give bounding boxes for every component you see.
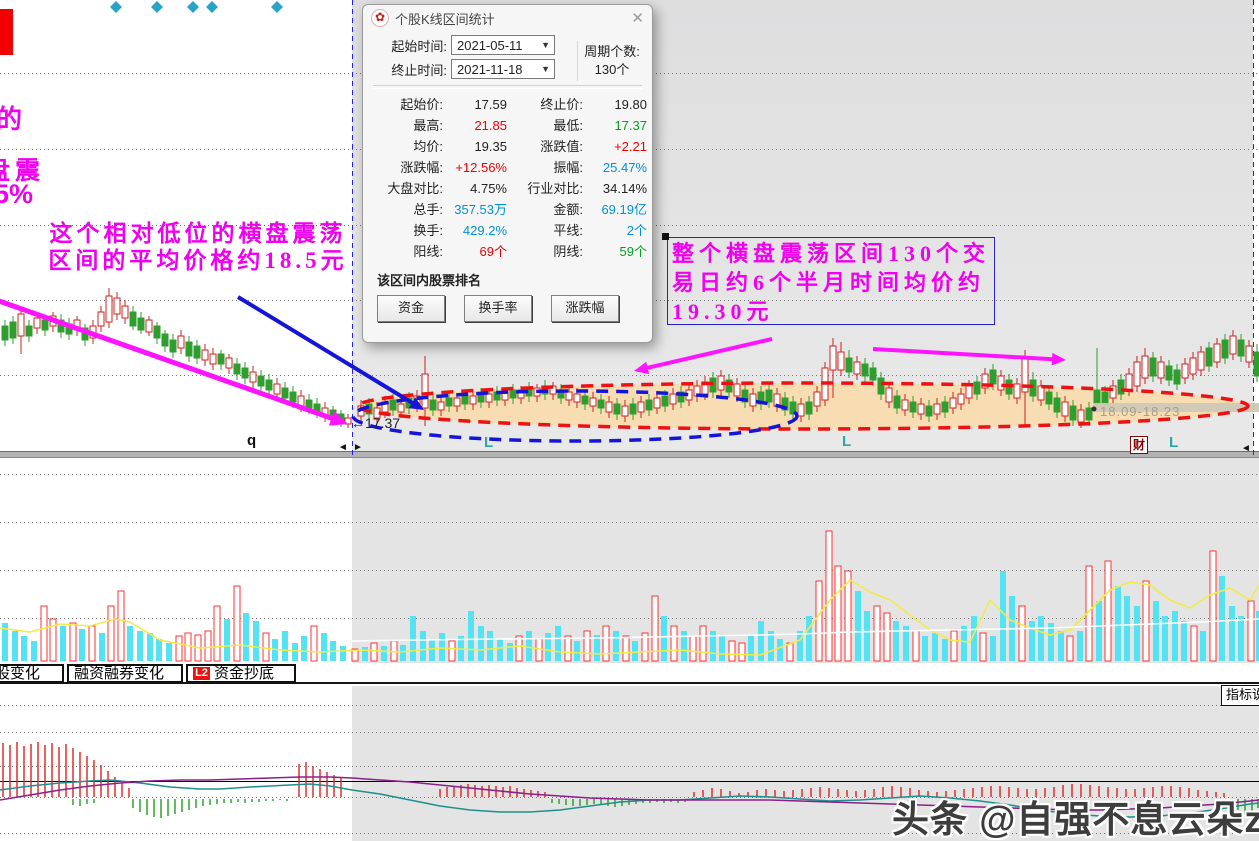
left-edge-fragment-3: 5% <box>0 179 34 209</box>
stat-label: 阳线: <box>413 244 443 259</box>
end-date-value: 2021-11-18 <box>457 61 523 77</box>
volume-selection-region <box>352 458 1259 663</box>
period-count-value: 130个 <box>594 62 630 77</box>
tab-l2-funds-label: 资金抄底 <box>214 664 275 682</box>
scroll-right-arrow[interactable]: ► <box>353 442 363 453</box>
stats-grid: 起始价: 17.59 终止价: 19.80 最高: 21.85 最低: 17.37 均价: 1… <box>371 95 652 262</box>
stat-label: 最低: <box>553 118 583 133</box>
tab-margin-change-label: 融资融券变化 <box>74 665 165 682</box>
chevron-down-icon: ▼ <box>541 40 550 50</box>
close-icon[interactable]: ✕ <box>631 10 644 27</box>
marker-cai-badge: 财 <box>1130 436 1148 454</box>
stat-value: 357.53万 <box>454 202 507 217</box>
marker-l-3: L <box>1169 434 1179 451</box>
l2-badge: L2 <box>193 667 210 680</box>
ranking-section-label: 该区间内股票排名 <box>377 273 482 288</box>
indicator-help-button[interactable]: 指标说 <box>1221 685 1259 706</box>
stat-label: 振幅: <box>553 160 583 175</box>
stat-value: 25.47% <box>602 160 647 175</box>
left-annotation-line2: 区间的平均价格约18.5元 <box>48 248 348 273</box>
rank-by-turnover-button[interactable]: 换手率 <box>464 295 532 322</box>
stat-value: 69.19亿 <box>601 202 647 217</box>
stat-value: 19.35 <box>474 139 507 154</box>
dialog-titlebar[interactable]: ✿ 个股K线区间统计 ✕ <box>363 5 652 31</box>
stat-label: 最高: <box>413 118 443 133</box>
stat-value: 34.14% <box>602 181 647 196</box>
stat-value: +2.21 <box>614 139 647 154</box>
stat-value: +12.56% <box>455 160 507 175</box>
right-annotation-box: 整个横盘震荡区间130个交 易日约6个半月时间均价约 19.30元 <box>667 237 995 325</box>
scroll-right-edge-arrow[interactable]: ◄ <box>1241 443 1251 454</box>
price-range-tooltip: 18.09-18.23 <box>1100 404 1181 419</box>
stat-value: 429.2% <box>462 223 507 238</box>
annotation-selection-handle[interactable] <box>662 233 669 240</box>
start-time-label: 起始时间: <box>391 38 447 54</box>
rank-by-funds-button[interactable]: 资金 <box>377 295 445 322</box>
dialog-title: 个股K线区间统计 <box>395 11 495 27</box>
stat-value: 17.59 <box>474 97 507 112</box>
stat-label: 大盘对比: <box>387 181 443 196</box>
left-annotation: 这个相对低位的横盘震荡 区间的平均价格约18.5元 <box>33 220 363 274</box>
period-count-box: 周期个数: 130个 <box>577 41 646 81</box>
marker-q: q <box>247 432 257 449</box>
right-annotation-line1: 整个横盘震荡区间130个交 <box>672 241 991 266</box>
stat-label: 涨跌幅: <box>400 160 443 175</box>
right-annotation-line3: 19.30元 <box>672 299 774 324</box>
stat-label: 涨跌值: <box>540 139 583 154</box>
pane-splitter[interactable] <box>0 451 1259 458</box>
stat-label: 金额: <box>553 202 583 217</box>
stat-value: 19.80 <box>614 97 647 112</box>
marker-l-2: L <box>842 433 852 450</box>
stat-label: 平线: <box>553 223 583 238</box>
stat-label: 起始价: <box>400 97 443 112</box>
right-annotation-line2: 易日约6个半月时间均价约 <box>672 270 986 295</box>
stat-label: 换手: <box>413 223 443 238</box>
left-annotation-line1: 这个相对低位的横盘震荡 <box>49 221 347 246</box>
tab-margin-change[interactable]: 融资融券变化 <box>67 664 183 683</box>
marker-l-1: L <box>484 434 494 451</box>
stat-value: 4.75% <box>470 181 507 196</box>
stat-value: 17.37 <box>614 118 647 133</box>
stat-label: 阴线: <box>553 244 583 259</box>
start-date-select[interactable]: 2021-05-11 ▼ <box>451 35 555 55</box>
end-time-label: 终止时间: <box>391 62 447 78</box>
indicator-tab-row <box>0 663 1259 684</box>
dialog-separator <box>373 85 642 89</box>
stat-value: 59个 <box>619 244 647 259</box>
scroll-left-arrow[interactable]: ◄ <box>338 442 348 453</box>
stat-label: 终止价: <box>540 97 583 112</box>
chevron-down-icon: ▼ <box>541 64 550 74</box>
stat-label: 总手: <box>413 202 443 217</box>
stat-value: 69个 <box>479 244 507 259</box>
low-price-label: ←17.37 <box>351 415 401 431</box>
left-edge-fragment-2: 盘震 <box>0 158 46 185</box>
stat-label: 行业对比: <box>527 181 583 196</box>
tab-holdings-change[interactable]: 持股变化 <box>0 664 64 683</box>
tab-l2-funds[interactable]: L2 资金抄底 <box>186 664 296 683</box>
watermark: 头条 @自强不息云朵zZ <box>892 799 1259 840</box>
stat-label: 均价: <box>413 139 443 154</box>
period-count-label: 周期个数: <box>584 44 640 59</box>
rank-by-change-button[interactable]: 涨跌幅 <box>551 295 619 322</box>
kline-stats-dialog: ✿ 个股K线区间统计 ✕ 起始时间: 2021-05-11 ▼ 终止时间: 20… <box>362 4 653 343</box>
end-date-select[interactable]: 2021-11-18 ▼ <box>451 59 555 79</box>
left-edge-fragment-1: 的 <box>0 105 23 134</box>
tab-holdings-change-label: 持股变化 <box>0 665 41 682</box>
stat-value: 2个 <box>626 223 647 238</box>
start-date-value: 2021-05-11 <box>457 37 523 53</box>
app-logo-icon: ✿ <box>371 9 389 27</box>
stat-value: 21.85 <box>474 118 507 133</box>
